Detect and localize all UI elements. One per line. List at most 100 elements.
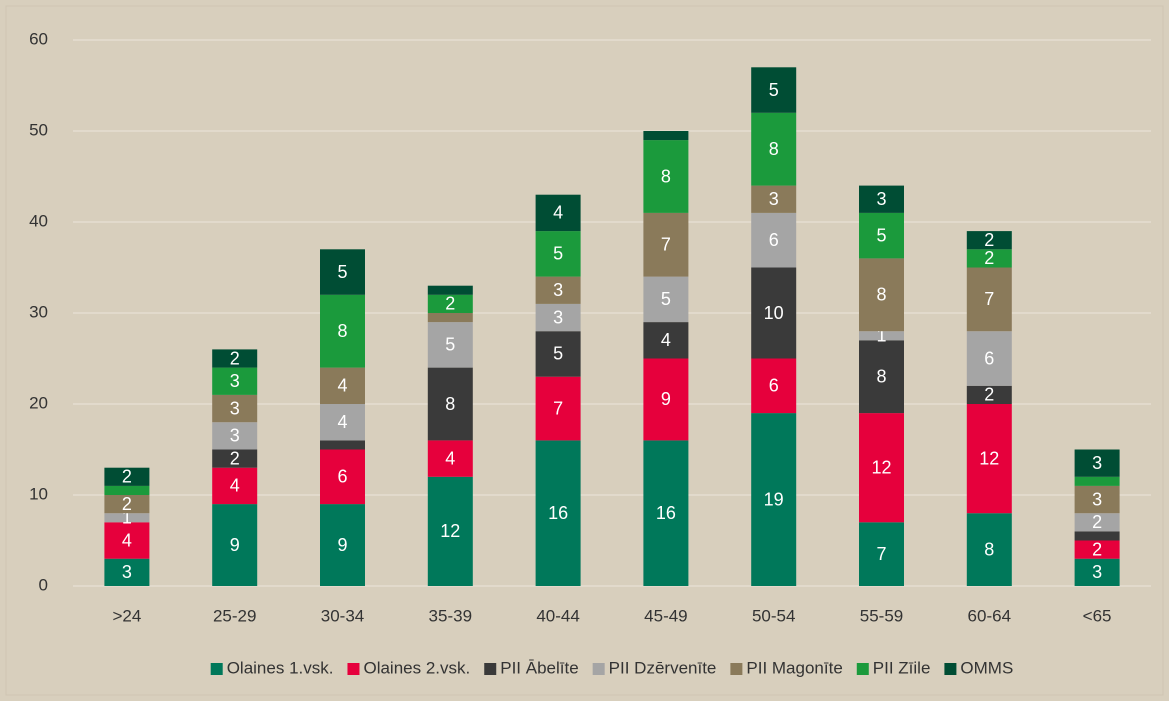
y-tick-label: 30 bbox=[29, 302, 48, 321]
data-label: 3 bbox=[230, 426, 240, 446]
bar-segment bbox=[104, 485, 150, 495]
bar-segment bbox=[320, 249, 365, 295]
data-label: 4 bbox=[661, 330, 671, 350]
data-label: 5 bbox=[769, 80, 779, 100]
legend-swatch bbox=[856, 663, 869, 675]
data-label: 6 bbox=[769, 376, 779, 396]
y-tick-label: 60 bbox=[29, 29, 48, 48]
legend-label: PII Ābelīte bbox=[500, 658, 578, 677]
data-label: 2 bbox=[445, 294, 455, 314]
data-label: 5 bbox=[553, 244, 563, 264]
bar-segment bbox=[1074, 513, 1120, 532]
data-label: 2 bbox=[984, 248, 994, 268]
data-label: 5 bbox=[337, 262, 347, 282]
data-label: 5 bbox=[445, 335, 455, 355]
data-label: 3 bbox=[769, 189, 779, 209]
data-label: 4 bbox=[337, 412, 347, 432]
bar-segment bbox=[1074, 449, 1120, 477]
bar-segment bbox=[751, 185, 797, 213]
bar-segment bbox=[104, 467, 150, 486]
data-label: 9 bbox=[337, 535, 347, 555]
bar-segment bbox=[966, 267, 1012, 332]
data-label: 2 bbox=[984, 385, 994, 405]
bar-segment bbox=[859, 185, 904, 213]
data-label: 4 bbox=[553, 203, 563, 223]
bar-segment bbox=[212, 467, 258, 505]
data-label: 3 bbox=[553, 280, 563, 300]
legend-swatch bbox=[484, 663, 497, 675]
data-label: 8 bbox=[984, 539, 994, 559]
data-label: 16 bbox=[548, 503, 568, 523]
legend-label: PII Magonīte bbox=[746, 658, 842, 677]
data-label: 6 bbox=[984, 348, 994, 368]
bar-segment bbox=[859, 522, 904, 586]
bar-segment bbox=[751, 112, 797, 186]
bar-segment bbox=[643, 131, 689, 141]
bar-segment bbox=[535, 194, 581, 232]
bar-segment bbox=[751, 413, 797, 586]
bar-segment bbox=[427, 440, 473, 477]
bar-segment bbox=[427, 313, 473, 323]
data-label: 3 bbox=[230, 398, 240, 418]
bar-segment bbox=[859, 212, 904, 259]
bar-segment bbox=[966, 513, 1012, 586]
bar-segment bbox=[427, 367, 473, 441]
bar-segment bbox=[643, 322, 689, 359]
bar-segment bbox=[751, 67, 797, 113]
bar-segment bbox=[320, 440, 365, 450]
bar-segment bbox=[751, 267, 797, 359]
data-label: 12 bbox=[440, 521, 460, 541]
bar-segment bbox=[427, 476, 473, 586]
legend-swatch bbox=[347, 663, 360, 675]
data-label: 8 bbox=[769, 139, 779, 159]
data-label: 5 bbox=[661, 289, 671, 309]
bar-segment bbox=[212, 394, 258, 423]
data-label: 8 bbox=[661, 166, 671, 186]
data-label: 2 bbox=[230, 348, 240, 368]
bar-segment bbox=[643, 276, 689, 323]
legend-label: Olaines 1.vsk. bbox=[227, 658, 334, 677]
x-tick-label: <65 bbox=[1083, 606, 1112, 625]
data-label: 8 bbox=[445, 394, 455, 414]
data-label: 7 bbox=[661, 235, 671, 255]
data-label: 2 bbox=[122, 494, 132, 514]
data-label: 6 bbox=[337, 467, 347, 487]
data-label: 8 bbox=[876, 366, 886, 386]
y-tick-label: 0 bbox=[39, 575, 48, 594]
x-tick-label: 30-34 bbox=[321, 606, 364, 625]
bar-segment bbox=[212, 367, 258, 395]
data-label: 8 bbox=[876, 285, 886, 305]
data-label: 3 bbox=[122, 562, 132, 582]
bar-segment bbox=[104, 522, 150, 559]
data-label: 1 bbox=[122, 508, 132, 528]
data-label: 4 bbox=[230, 476, 240, 496]
data-label: 2 bbox=[230, 448, 240, 468]
bar-segment bbox=[966, 249, 1012, 268]
bar-segment bbox=[212, 504, 258, 586]
x-tick-label: 45-49 bbox=[644, 606, 687, 625]
data-label: 1 bbox=[876, 326, 886, 346]
x-tick-label: 60-64 bbox=[968, 606, 1011, 625]
x-tick-label: 55-59 bbox=[860, 606, 903, 625]
bar-segment bbox=[104, 558, 150, 586]
y-tick-label: 40 bbox=[29, 211, 48, 230]
data-label: 3 bbox=[553, 307, 563, 327]
bar-segment bbox=[535, 376, 581, 441]
data-label: 7 bbox=[553, 398, 563, 418]
legend-label: OMMS bbox=[960, 658, 1013, 677]
bar-segment bbox=[535, 440, 581, 586]
data-label: 4 bbox=[445, 448, 455, 468]
bar-segment bbox=[427, 285, 473, 295]
data-label: 3 bbox=[876, 189, 886, 209]
bar-segment bbox=[1074, 558, 1120, 586]
bar-segment bbox=[643, 440, 689, 586]
data-label: 8 bbox=[337, 321, 347, 341]
data-label: 3 bbox=[230, 371, 240, 391]
data-label: 2 bbox=[122, 467, 132, 487]
data-label: 2 bbox=[984, 230, 994, 250]
legend-label: PII Zīile bbox=[873, 658, 931, 677]
data-label: 2 bbox=[1092, 512, 1102, 532]
data-label: 2 bbox=[1092, 539, 1102, 559]
data-label: 7 bbox=[984, 289, 994, 309]
bar-segment bbox=[212, 422, 258, 450]
